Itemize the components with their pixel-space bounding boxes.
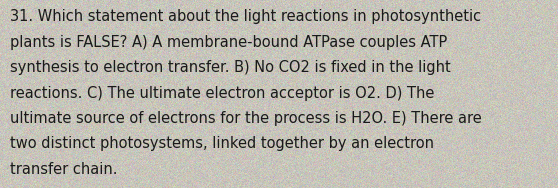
Text: plants is FALSE? A) A membrane-bound ATPase couples ATP: plants is FALSE? A) A membrane-bound ATP… <box>10 35 448 50</box>
Text: 31. Which statement about the light reactions in photosynthetic: 31. Which statement about the light reac… <box>10 9 481 24</box>
Text: reactions. C) The ultimate electron acceptor is O2. D) The: reactions. C) The ultimate electron acce… <box>10 86 435 101</box>
Text: ultimate source of electrons for the process is H2O. E) There are: ultimate source of electrons for the pro… <box>10 111 482 126</box>
Text: synthesis to electron transfer. B) No CO2 is fixed in the light: synthesis to electron transfer. B) No CO… <box>10 60 451 75</box>
Text: transfer chain.: transfer chain. <box>10 162 118 177</box>
Text: two distinct photosystems, linked together by an electron: two distinct photosystems, linked togeth… <box>10 136 434 151</box>
